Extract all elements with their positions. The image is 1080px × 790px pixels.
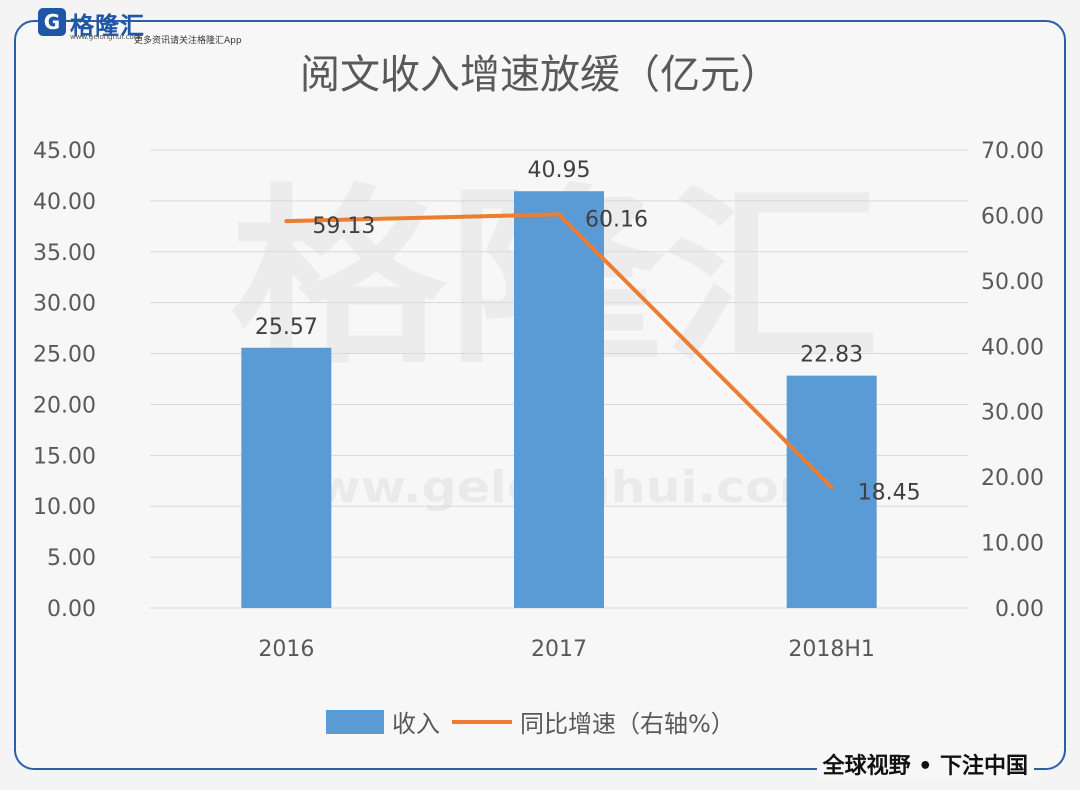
legend: 收入 同比增速（右轴%） (326, 710, 735, 738)
left-tick-label: 20.00 (33, 393, 96, 418)
line-data-label: 59.13 (312, 214, 375, 239)
logo-icon: G (38, 8, 66, 36)
right-tick-label: 60.00 (981, 204, 1044, 229)
x-tick-label: 2017 (531, 637, 587, 662)
line-series: 59.13 60.16 18.45 (284, 207, 921, 505)
left-tick-label: 25.00 (33, 343, 96, 368)
left-axis: 0.00 5.00 10.00 15.00 20.00 25.00 30.00 35.00 40… (33, 139, 96, 622)
bar-data-label: 25.57 (255, 315, 318, 340)
x-tick-label: 2018H1 (788, 637, 875, 662)
left-tick-label: 30.00 (33, 292, 96, 317)
left-tick-label: 0.00 (47, 597, 96, 622)
right-tick-label: 0.00 (995, 597, 1044, 622)
line-data-label: 60.16 (585, 207, 648, 232)
right-tick-label: 70.00 (981, 139, 1044, 164)
x-tick-label: 2016 (258, 637, 314, 662)
line-point (284, 219, 289, 224)
left-tick-label: 40.00 (33, 190, 96, 215)
line-point (557, 212, 561, 217)
footer-slogan: 全球视野 • 下注中国 (816, 748, 1034, 780)
x-axis: 2016 2017 2018H1 (258, 637, 875, 662)
right-tick-label: 40.00 (981, 335, 1044, 360)
right-axis: 0.00 10.00 20.00 30.00 40.00 50.00 60.00 70.00 (981, 139, 1044, 622)
left-tick-label: 15.00 (33, 444, 96, 469)
chart-title: 阅文收入增速放缓（亿元） (300, 52, 780, 98)
logo-slogan: 更多资讯请关注格隆汇App (134, 36, 242, 46)
right-tick-label: 30.00 (981, 401, 1044, 426)
logo-name: 格隆汇 (70, 12, 145, 40)
right-tick-label: 50.00 (981, 270, 1044, 295)
logo-url: www.gelonghui.com (70, 33, 141, 41)
bar-data-label: 22.83 (800, 343, 863, 368)
legend-bar-swatch (326, 710, 384, 734)
left-tick-label: 45.00 (33, 139, 96, 164)
legend-bar-label: 收入 (392, 710, 440, 738)
bar (786, 375, 877, 608)
bar-data-label: 40.95 (528, 158, 591, 183)
left-tick-label: 5.00 (47, 546, 96, 571)
bar (514, 191, 604, 608)
left-tick-label: 10.00 (33, 495, 96, 520)
left-tick-label: 35.00 (33, 241, 96, 266)
right-tick-label: 10.00 (981, 532, 1044, 557)
bar-series: 25.57 40.95 22.83 (241, 158, 877, 608)
legend-line-label: 同比增速（右轴%） (520, 710, 735, 738)
line-data-label: 18.45 (858, 480, 921, 505)
bar (241, 347, 332, 608)
right-tick-label: 20.00 (981, 466, 1044, 491)
line-point (829, 485, 834, 490)
